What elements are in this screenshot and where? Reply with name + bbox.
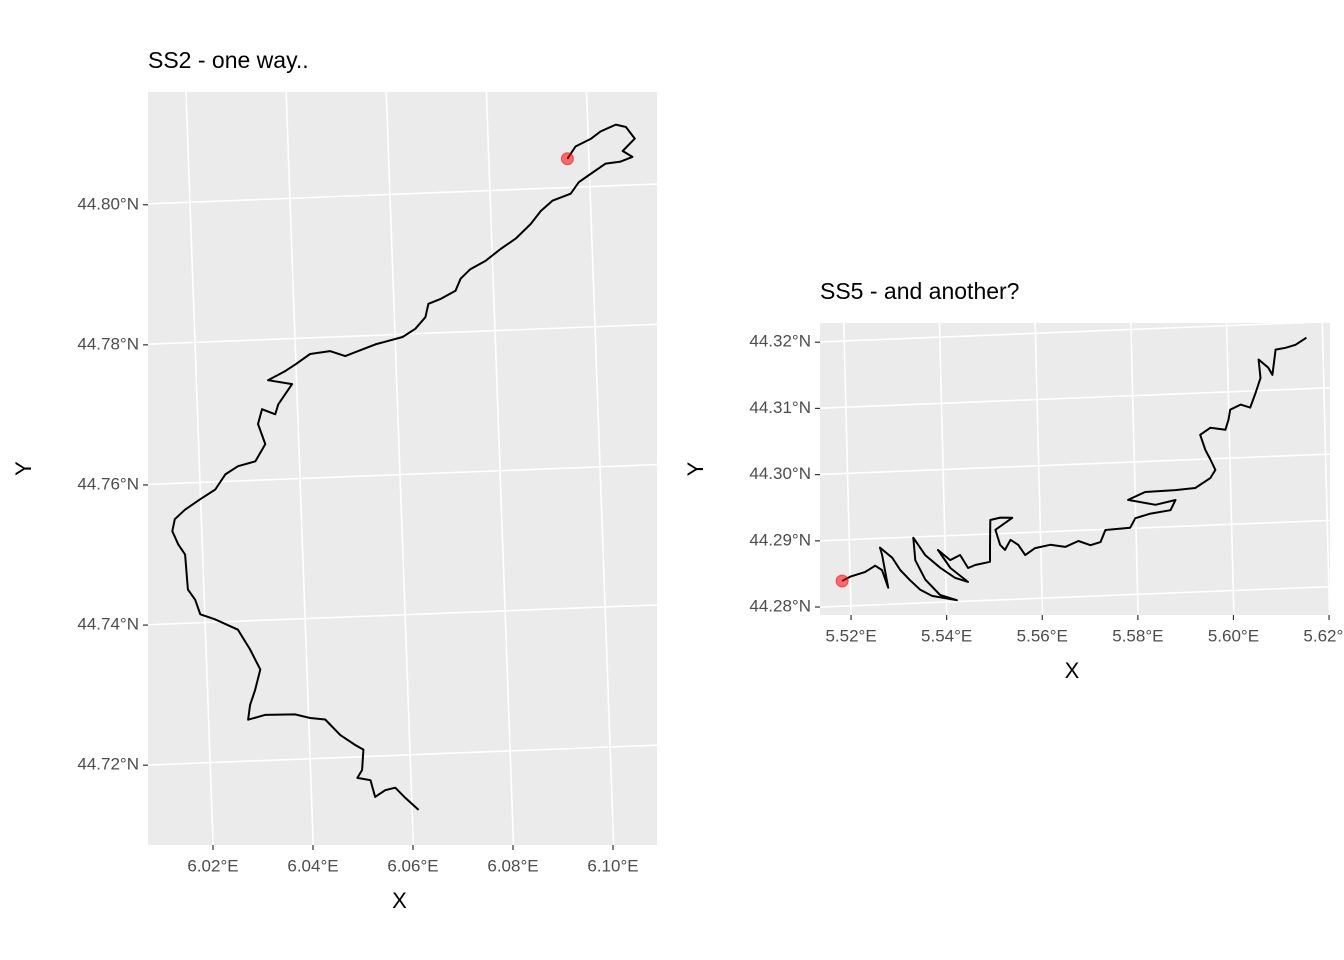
y-tick-label: 44.32°N <box>749 332 811 351</box>
x-axis-label: X <box>392 888 407 913</box>
grid-line <box>148 323 657 345</box>
x-tick-label: 6.06°E <box>387 856 438 875</box>
y-tick-label: 44.72°N <box>77 755 139 774</box>
grid-line <box>938 323 948 615</box>
x-tick-label: 6.04°E <box>287 856 338 875</box>
route-line <box>841 336 1307 602</box>
y-tick-label: 44.28°N <box>749 597 811 616</box>
grid-line <box>820 519 1330 542</box>
x-tick-label: 5.58°E <box>1112 626 1163 645</box>
x-tick-label: 6.10°E <box>587 856 638 875</box>
grid-line <box>385 92 415 845</box>
grid-line <box>820 323 1314 343</box>
x-tick-label: 5.62°E <box>1303 626 1344 645</box>
y-tick-label: 44.30°N <box>749 464 811 483</box>
x-tick-label: 5.60°E <box>1208 626 1259 645</box>
start-point <box>835 574 849 588</box>
grid-line <box>820 453 1330 476</box>
x-tick-label: 6.08°E <box>487 856 538 875</box>
x-tick-label: 5.54°E <box>921 626 972 645</box>
route-line <box>171 123 636 811</box>
grid-line <box>148 604 657 626</box>
grid-line <box>1321 323 1330 615</box>
chart-title: SS2 - one way.. <box>148 47 309 73</box>
x-tick-label: 5.56°E <box>1017 626 1068 645</box>
start-point <box>560 152 574 166</box>
grid-line <box>285 92 315 845</box>
grid-line <box>1225 323 1235 615</box>
panel <box>148 92 657 845</box>
grid-line <box>820 387 1330 410</box>
y-tick-label: 44.29°N <box>749 530 811 549</box>
panel-background <box>820 323 1330 615</box>
grid-line <box>1034 323 1044 615</box>
panel-background <box>148 92 657 845</box>
y-tick-label: 44.80°N <box>77 194 139 213</box>
y-axis-label: Y <box>683 461 708 476</box>
grid-line <box>148 463 657 486</box>
x-tick-label: 6.02°E <box>187 856 238 875</box>
grid-line <box>185 92 214 845</box>
y-axis-label: Y <box>11 461 36 476</box>
grid-line <box>148 183 657 205</box>
grid-line <box>148 744 657 766</box>
y-tick-label: 44.31°N <box>749 398 811 417</box>
grid-line <box>820 585 1330 608</box>
y-tick-label: 44.78°N <box>77 334 139 353</box>
panel <box>820 323 1330 615</box>
grid-line <box>585 92 615 845</box>
x-tick-label: 5.52°E <box>825 626 876 645</box>
y-tick-label: 44.74°N <box>77 615 139 634</box>
x-axis-label: X <box>1065 658 1080 683</box>
chart-title: SS5 - and another? <box>820 278 1019 304</box>
grid-line <box>842 323 852 615</box>
grid-line <box>1130 323 1139 615</box>
grid-line <box>485 92 515 845</box>
y-tick-label: 44.76°N <box>77 474 139 493</box>
